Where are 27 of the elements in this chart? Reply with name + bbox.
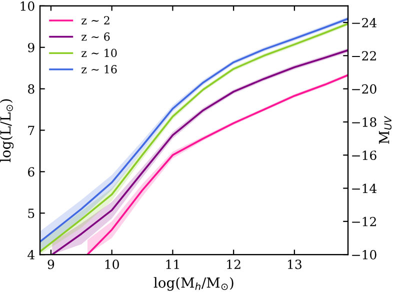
y-tick-label: 9	[28, 42, 34, 52]
y2-tick-label: −14	[352, 184, 377, 194]
x-tick-label: 13	[288, 260, 302, 270]
x-axis-title: log(M$_{h}$/M$_{⊙}$)	[154, 277, 234, 291]
x-tick-label: 11	[166, 260, 179, 269]
y-axis-title: log(L/L$_{⊙}$)	[0, 99, 14, 162]
y2-tick-label: −20	[352, 84, 376, 94]
y2-tick-label: −10	[352, 250, 376, 260]
y2-tick-label: −24	[352, 18, 377, 28]
x-tick-label: 12	[227, 260, 240, 269]
legend-label: z ∼ 10	[82, 48, 117, 58]
y-tick-label: 4	[28, 250, 35, 260]
y-tick-label: 7	[28, 126, 34, 135]
y2-tick-label: −22	[352, 51, 376, 60]
y2-tick-label: −16	[352, 150, 376, 160]
x-tick-label: 10	[105, 260, 119, 270]
y-tick-label: 10	[20, 1, 34, 11]
y-tick-label: 5	[28, 208, 34, 218]
legend-label: z ∼ 16	[82, 65, 117, 74]
y-tick-label: 8	[28, 84, 34, 94]
y2-tick-label: −12	[352, 216, 376, 226]
y2-axis-title: M$_{UV}$	[378, 116, 392, 144]
x-tick-label: 9	[48, 260, 54, 270]
legend-label: z ∼ 2	[82, 16, 110, 24]
y-tick-label: 6	[28, 167, 34, 177]
y2-tick-label: −18	[352, 117, 376, 127]
legend-label: z ∼ 6	[82, 32, 110, 41]
